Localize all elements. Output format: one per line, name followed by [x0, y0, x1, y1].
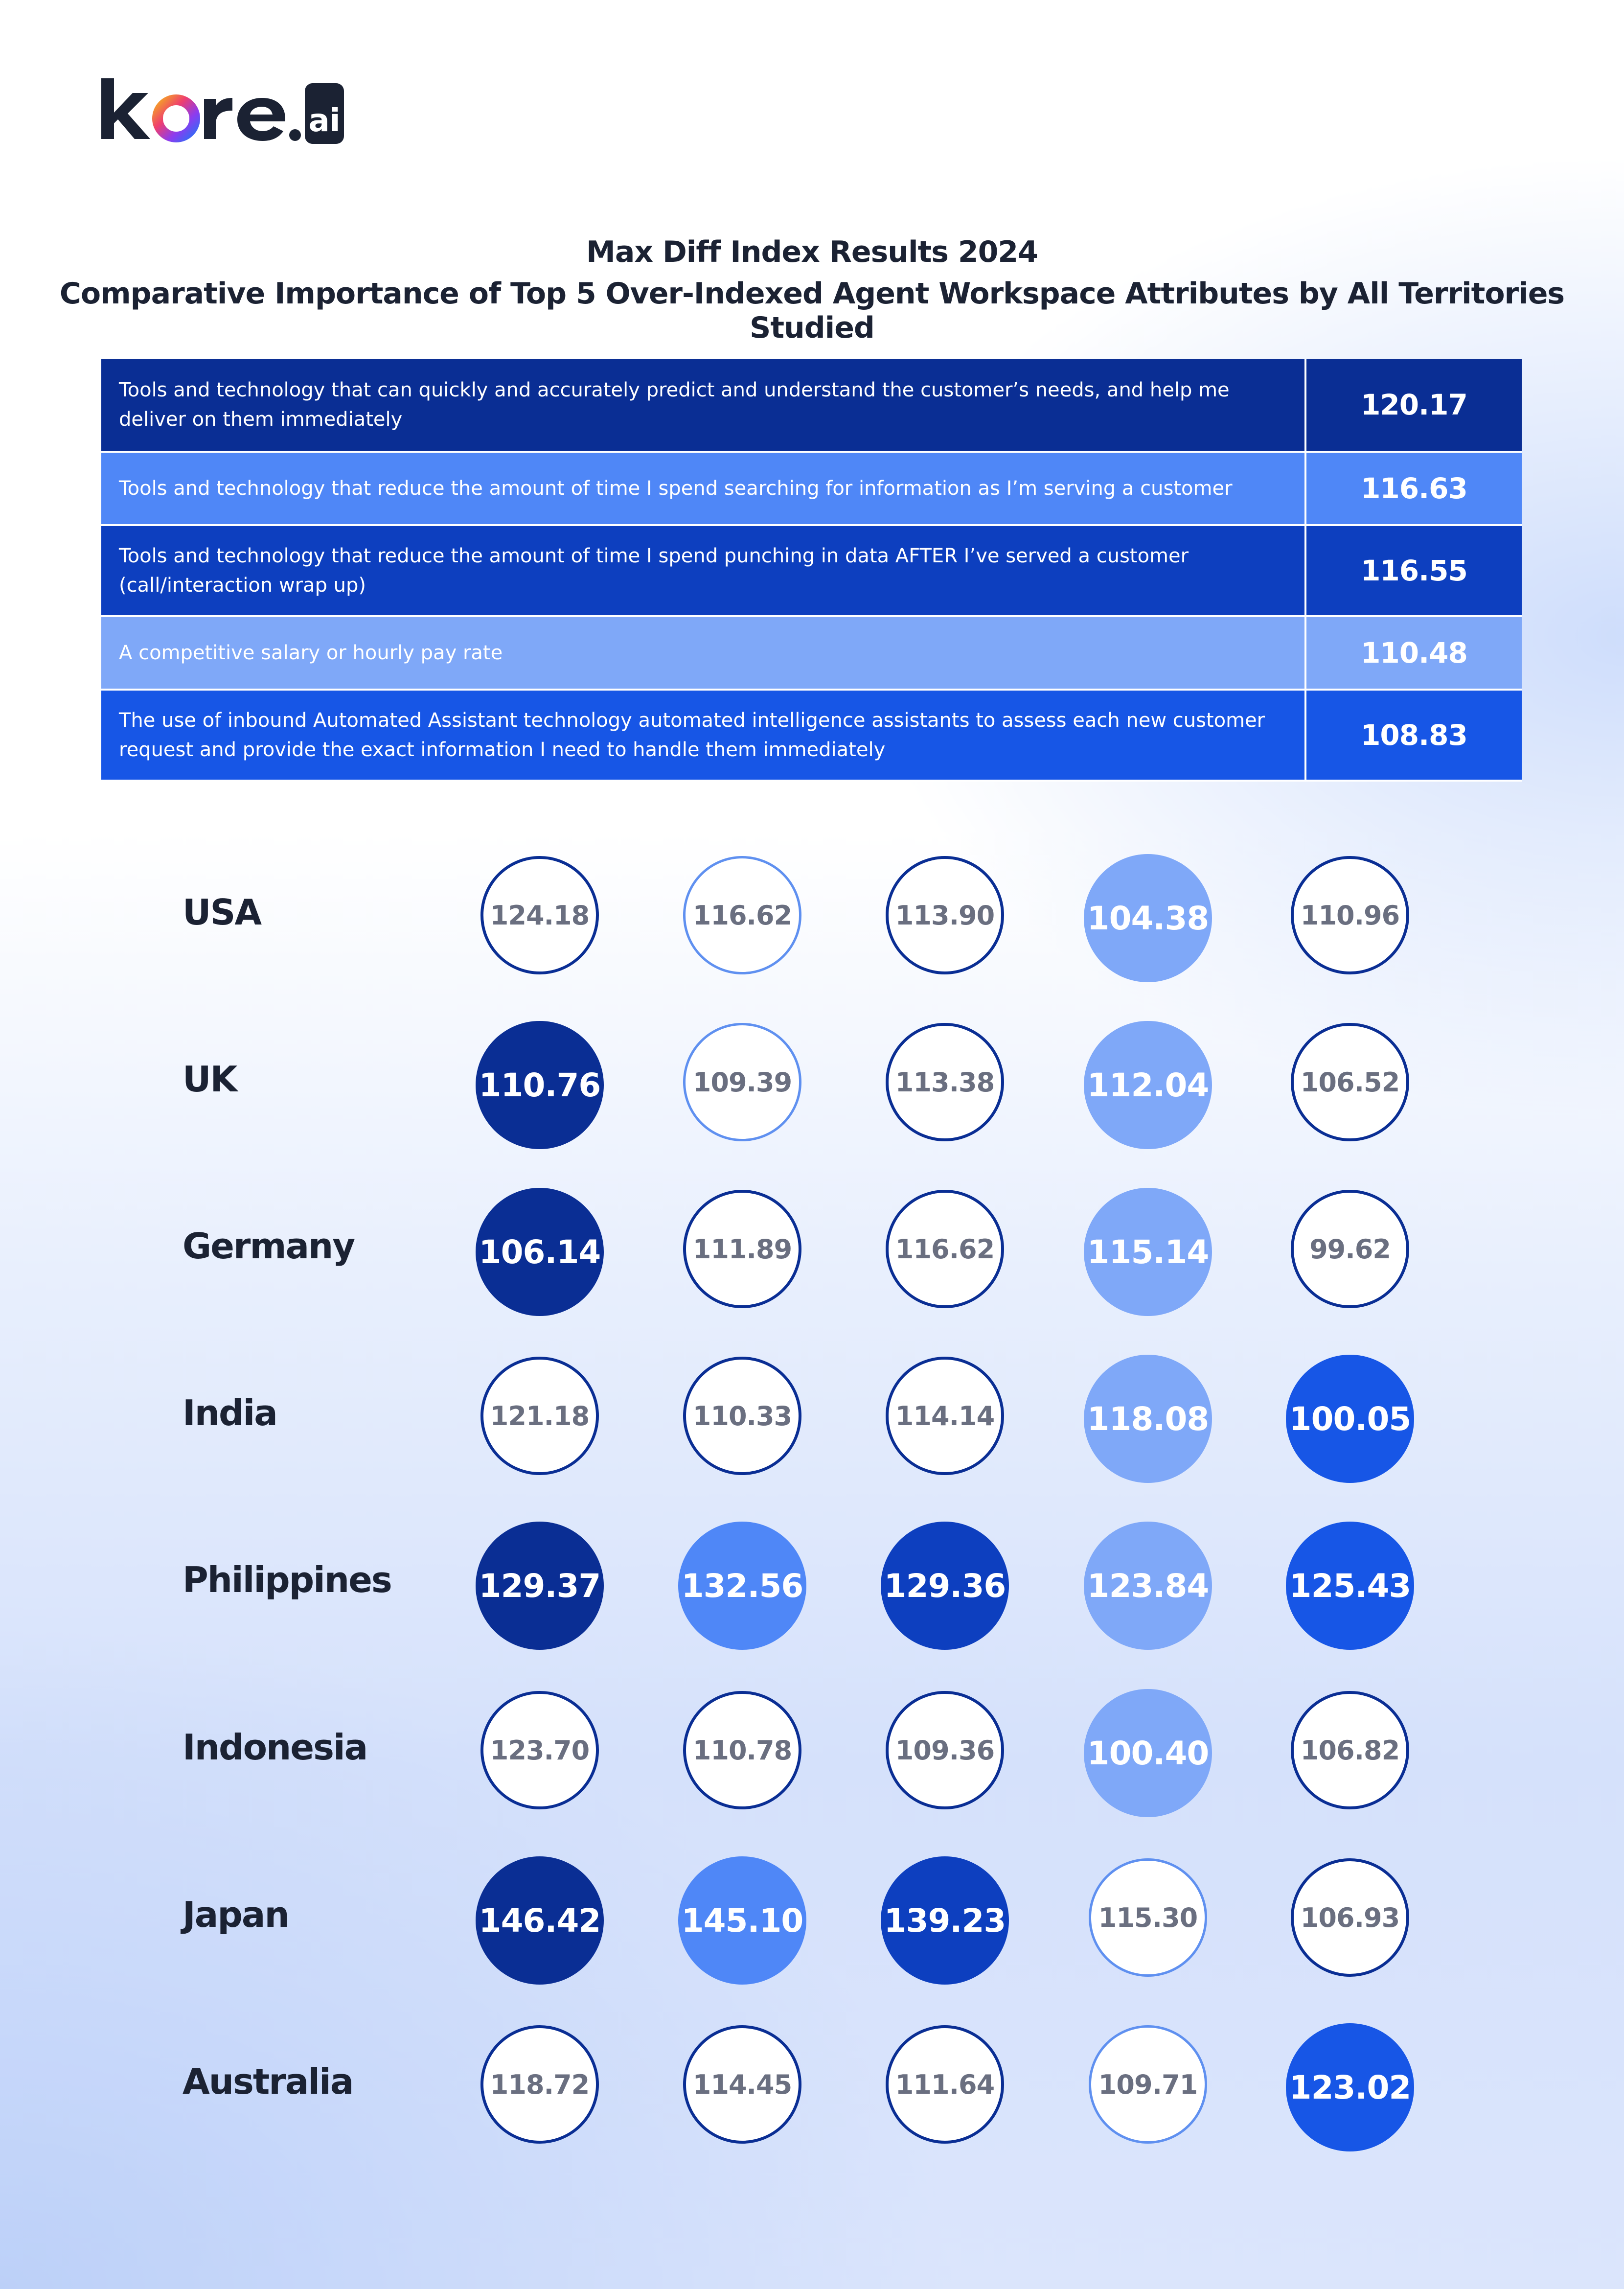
attribute-index-value: 120.17	[1361, 388, 1468, 421]
country-label: Philippines	[183, 1559, 392, 1600]
attribute-label: The use of inbound Automated Assistant t…	[101, 691, 1306, 780]
attribute-label: Tools and technology that can quickly an…	[101, 359, 1306, 451]
value-bubble: 132.56	[678, 1522, 806, 1650]
value-bubble: 113.38	[886, 1023, 1004, 1141]
value-bubble: 104.38	[1084, 854, 1212, 982]
country-label: Japan	[183, 1894, 290, 1935]
value-bubble: 110.96	[1291, 856, 1409, 974]
value-bubble: 111.89	[683, 1190, 801, 1308]
attribute-index-value: 110.48	[1361, 636, 1468, 670]
value-bubble: 118.08	[1084, 1355, 1212, 1483]
value-bubble: 124.18	[480, 856, 599, 974]
value-bubble: 110.33	[683, 1357, 801, 1475]
value-bubble: 116.62	[683, 856, 801, 974]
value-bubble: 139.23	[881, 1856, 1009, 1985]
value-bubble: 106.14	[476, 1188, 604, 1316]
value-bubble: 99.62	[1291, 1190, 1409, 1308]
country-label: UK	[183, 1059, 237, 1100]
value-bubble: 109.71	[1089, 2025, 1207, 2144]
attribute-row: Tools and technology that can quickly an…	[101, 359, 1522, 453]
value-bubble: 106.82	[1291, 1691, 1409, 1809]
attribute-label: Tools and technology that reduce the amo…	[101, 526, 1306, 615]
value-bubble: 114.14	[886, 1357, 1004, 1475]
brand-suffix: ai	[308, 103, 340, 139]
attribute-label: Tools and technology that reduce the amo…	[101, 453, 1306, 524]
attribute-index-value: 116.55	[1361, 554, 1468, 587]
value-bubble: 123.70	[480, 1691, 599, 1809]
country-label: Australia	[183, 2061, 354, 2102]
value-bubble: 111.64	[886, 2025, 1004, 2144]
value-bubble: 116.62	[886, 1190, 1004, 1308]
value-bubble: 100.05	[1286, 1355, 1414, 1483]
kore-ai-logo: kore ai	[100, 73, 345, 147]
value-bubble: 113.90	[886, 856, 1004, 974]
value-bubble: 118.72	[480, 2025, 599, 2144]
value-bubble: 112.04	[1084, 1021, 1212, 1149]
value-bubble: 114.45	[683, 2025, 801, 2144]
attribute-label: A competitive salary or hourly pay rate	[101, 617, 1306, 689]
attribute-row: The use of inbound Automated Assistant t…	[101, 691, 1522, 782]
value-bubble: 125.43	[1286, 1522, 1414, 1650]
value-bubble: 121.18	[480, 1357, 599, 1475]
value-bubble: 110.78	[683, 1691, 801, 1809]
value-bubble: 129.37	[476, 1522, 604, 1650]
value-bubble: 145.10	[678, 1856, 806, 1985]
chart-title: Max Diff Index Results 2024	[586, 235, 1038, 269]
country-label: Germany	[183, 1225, 355, 1267]
value-bubble: 123.84	[1084, 1522, 1212, 1650]
value-bubble: 129.36	[881, 1522, 1009, 1650]
value-bubble: 100.40	[1084, 1689, 1212, 1817]
country-label: Indonesia	[183, 1727, 368, 1768]
value-bubble: 106.93	[1291, 1858, 1409, 1977]
value-bubble: 115.30	[1089, 1858, 1207, 1977]
country-label: USA	[183, 892, 262, 933]
value-bubble: 146.42	[476, 1856, 604, 1985]
attribute-index-value: 116.63	[1361, 472, 1468, 505]
attribute-table: Tools and technology that can quickly an…	[101, 359, 1522, 782]
kore-ai-logo-mark: kore ai	[101, 78, 344, 144]
value-bubble: 115.14	[1084, 1188, 1212, 1316]
chart-subtitle: Comparative Importance of Top 5 Over-Ind…	[59, 277, 1565, 345]
attribute-index-value: 108.83	[1361, 718, 1468, 752]
attribute-row: A competitive salary or hourly pay rate 1…	[101, 617, 1522, 691]
value-bubble: 123.02	[1286, 2023, 1414, 2151]
country-label: India	[183, 1392, 278, 1434]
attribute-row: Tools and technology that reduce the amo…	[101, 453, 1522, 526]
value-bubble: 109.39	[683, 1023, 801, 1141]
value-bubble: 106.52	[1291, 1023, 1409, 1141]
value-bubble: 110.76	[476, 1021, 604, 1149]
value-bubble: 109.36	[886, 1691, 1004, 1809]
attribute-row: Tools and technology that reduce the amo…	[101, 526, 1522, 617]
